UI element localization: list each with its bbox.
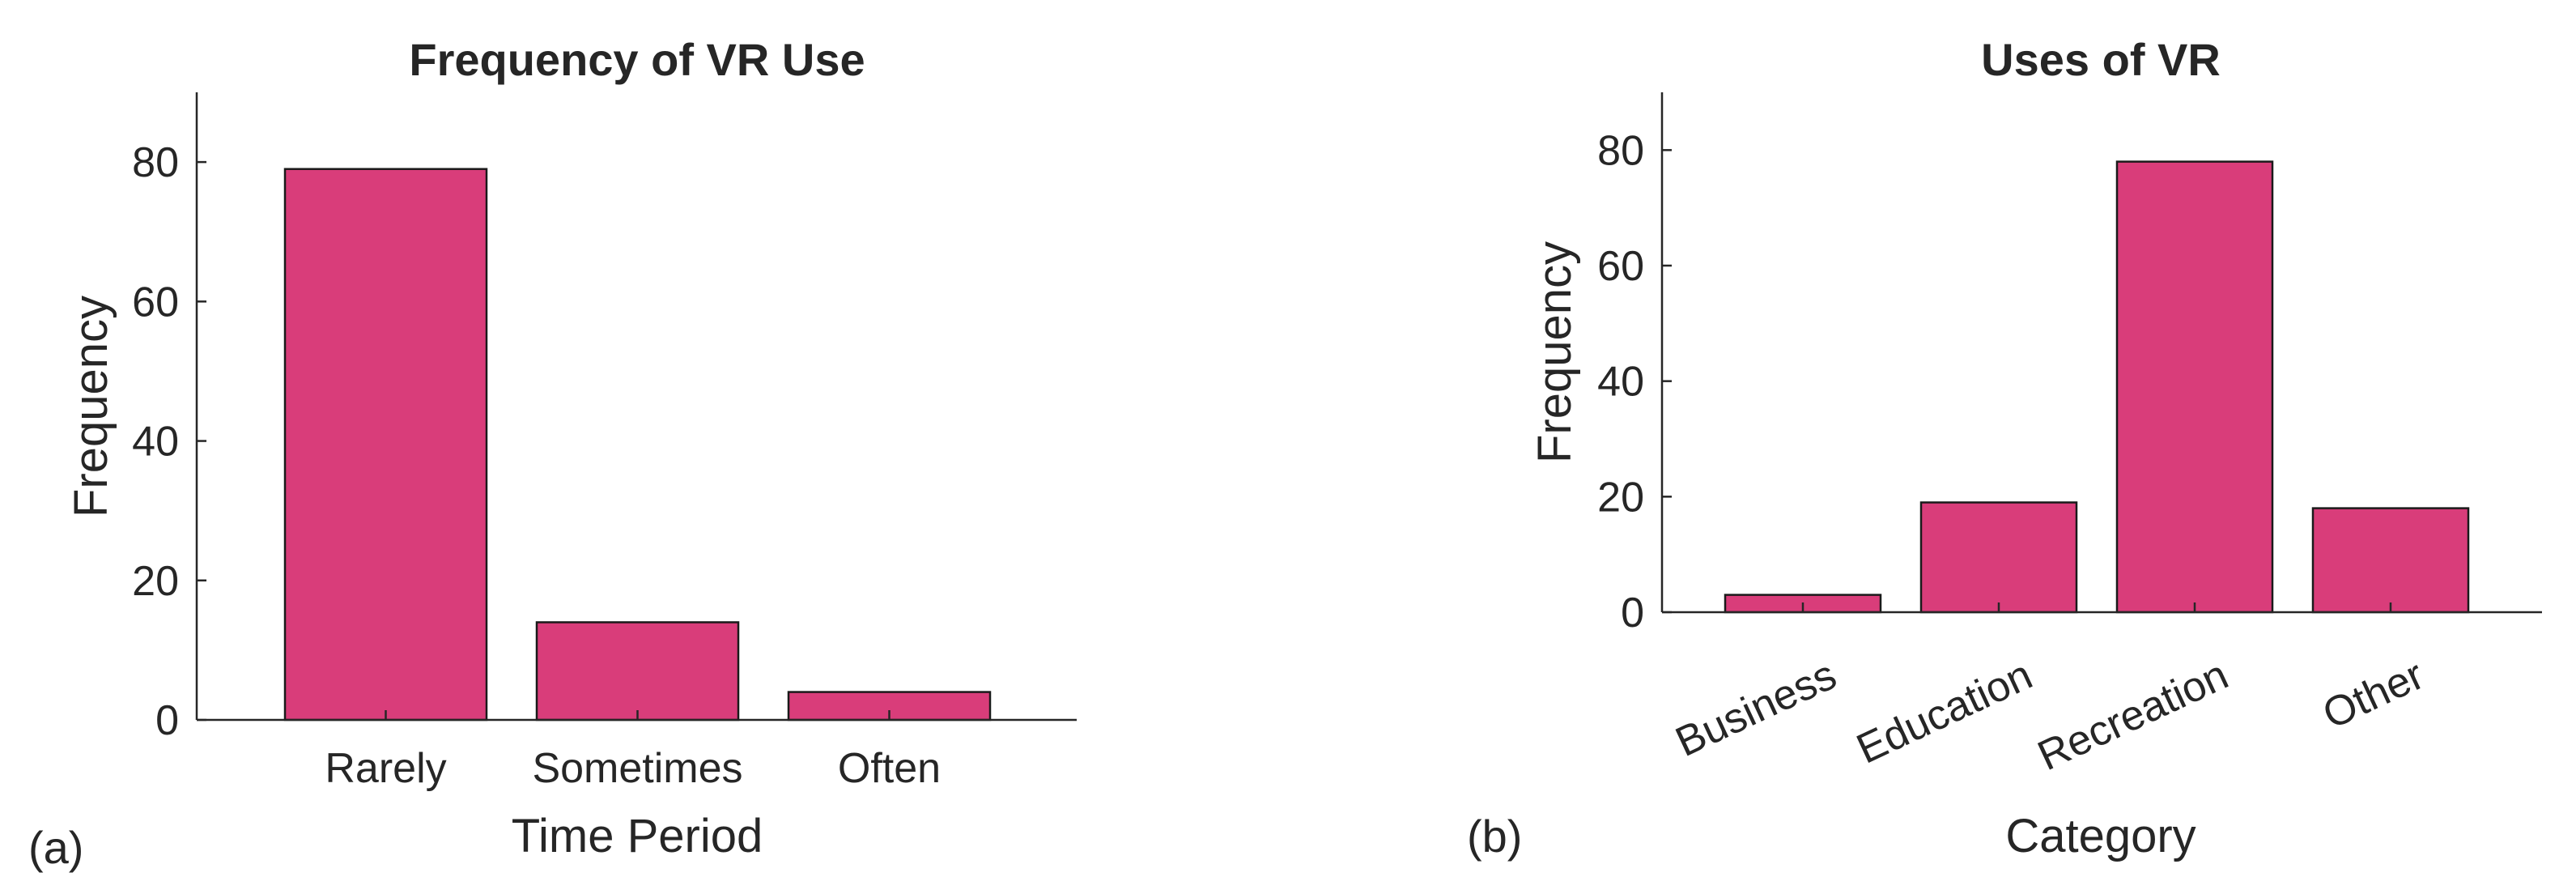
x-tick-label: Recreation [2031, 651, 2235, 780]
x-axis-label: Category [2005, 810, 2196, 862]
bar [2311, 507, 2470, 614]
y-tick-label: 20 [1597, 474, 1644, 521]
chart-frequency-of-vr-use: Frequency of VR Use 0 20 40 60 80 Rarely Some… [28, 34, 1077, 873]
y-tick-label: 80 [132, 139, 179, 186]
y-ticks: 0 20 40 60 80 [132, 139, 206, 744]
x-tick-label: Other [2316, 651, 2431, 739]
chart-title: Frequency of VR Use [409, 34, 865, 85]
chart-uses-of-vr: Uses of VR 0 20 40 60 80 Business EducationRe… [1467, 34, 2542, 862]
bar [283, 168, 488, 722]
bar [1919, 501, 2078, 614]
y-tick-label: 0 [1621, 590, 1644, 636]
x-tick-label: Business [1668, 651, 1843, 766]
x-axis-label: Time Period [512, 810, 763, 862]
y-tick-label: 60 [1597, 243, 1644, 290]
chart-title: Uses of VR [1981, 34, 2221, 85]
y-tick-label: 20 [132, 558, 179, 605]
bar-series [1724, 160, 2470, 614]
bar [535, 621, 740, 722]
y-tick-label: 80 [1597, 127, 1644, 174]
y-tick-label: 40 [1597, 359, 1644, 406]
x-tick-label: Sometimes [532, 745, 742, 792]
x-tick-label: Education [1850, 651, 2039, 773]
y-axis-label: Frequency [1528, 241, 1581, 463]
bar-series [283, 168, 992, 722]
y-ticks: 0 20 40 60 80 [1597, 127, 1672, 636]
x-tick-label: Often [838, 745, 941, 792]
y-tick-label: 40 [132, 419, 179, 466]
panel-label: (a) [28, 822, 83, 873]
y-tick-label: 0 [155, 697, 179, 744]
bar [2115, 160, 2274, 614]
x-tick-label: Rarely [325, 745, 446, 792]
panel-label: (b) [1467, 811, 1522, 862]
y-axis-label: Frequency [65, 296, 117, 517]
x-ticks: Rarely Sometimes Often [325, 710, 941, 792]
y-tick-label: 60 [132, 279, 179, 326]
